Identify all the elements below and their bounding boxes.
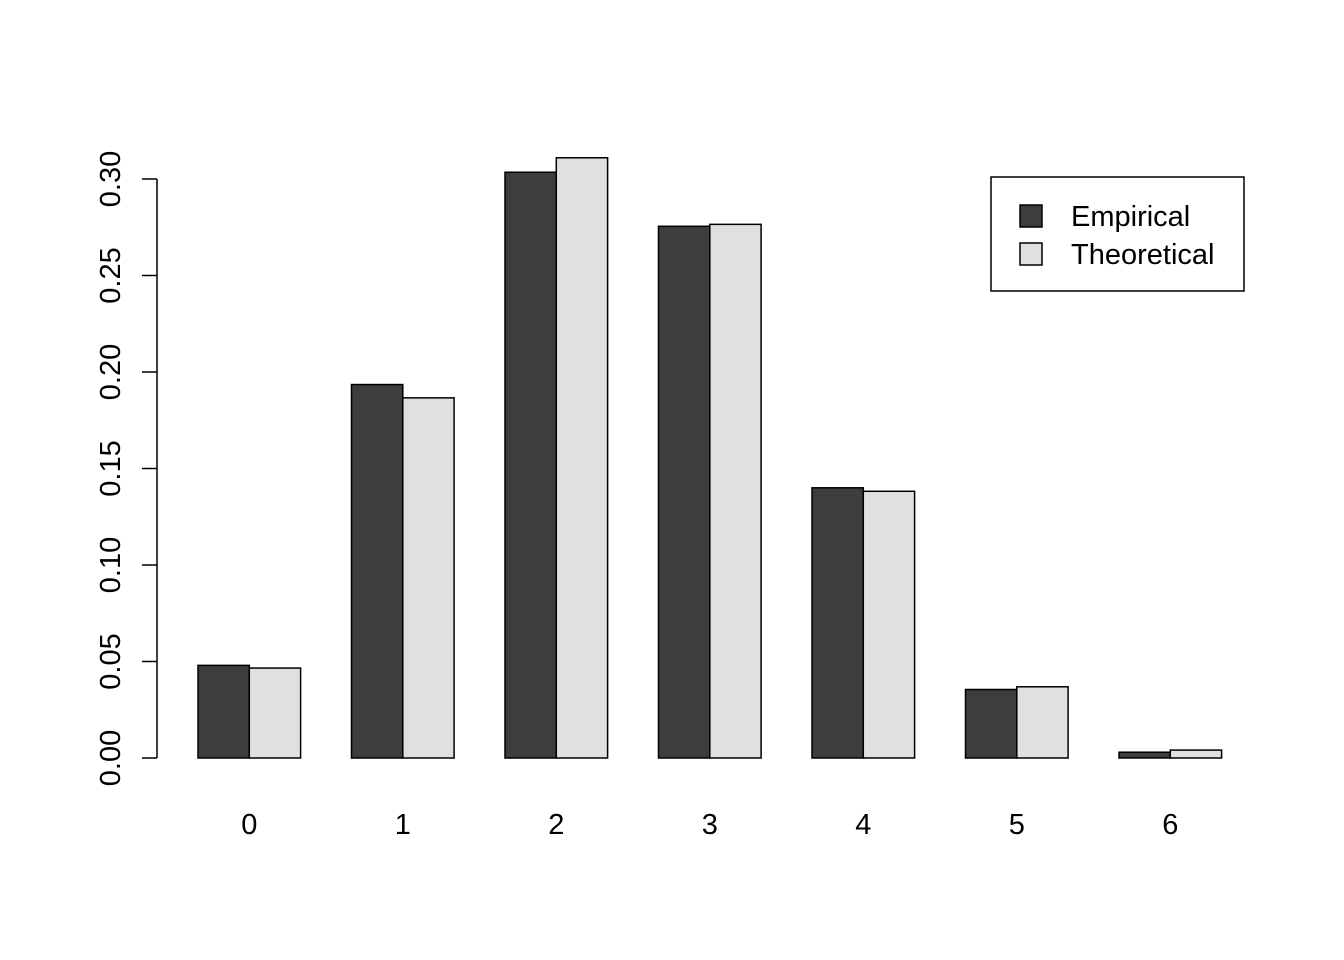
y-tick-label: 0.00 bbox=[95, 730, 127, 786]
bar-theoretical-3 bbox=[709, 223, 762, 759]
bar-empirical-2 bbox=[504, 171, 558, 759]
bar-empirical-0 bbox=[197, 664, 251, 759]
legend-label-empirical: Empirical bbox=[1071, 201, 1190, 233]
bar-theoretical-5 bbox=[1016, 686, 1069, 759]
legend-swatch-empirical bbox=[1019, 204, 1043, 228]
bars bbox=[197, 157, 1223, 759]
legend-box bbox=[990, 176, 1245, 292]
bar-empirical-6 bbox=[1118, 751, 1172, 759]
y-tick-label: 0.10 bbox=[95, 537, 127, 593]
bar-theoretical-1 bbox=[402, 397, 455, 759]
y-tick-label: 0.25 bbox=[95, 247, 127, 303]
x-tick-label: 6 bbox=[1162, 809, 1178, 841]
bar-theoretical-6 bbox=[1169, 749, 1223, 759]
bar-empirical-4 bbox=[811, 487, 865, 759]
x-tick-label: 5 bbox=[1009, 809, 1025, 841]
x-tick-label: 3 bbox=[702, 809, 718, 841]
x-tick-label: 4 bbox=[855, 809, 871, 841]
legend: Empirical Theoretical bbox=[990, 176, 1245, 292]
x-tick-label: 1 bbox=[395, 809, 411, 841]
y-axis: 0.00 0.05 0.10 0.15 0.20 0.25 0.30 bbox=[95, 151, 158, 786]
bar-empirical-5 bbox=[964, 688, 1018, 759]
bar-theoretical-2 bbox=[555, 157, 609, 759]
bar-empirical-1 bbox=[350, 383, 404, 759]
y-tick-label: 0.30 bbox=[95, 151, 127, 207]
x-axis-labels: 0 1 2 3 4 5 6 bbox=[241, 809, 1178, 841]
y-tick-label: 0.15 bbox=[95, 440, 127, 496]
bar-theoretical-0 bbox=[248, 667, 302, 759]
legend-swatch-theoretical bbox=[1019, 242, 1043, 266]
y-tick-label: 0.05 bbox=[95, 633, 127, 689]
legend-label-theoretical: Theoretical bbox=[1071, 239, 1214, 271]
x-tick-label: 0 bbox=[241, 809, 257, 841]
y-tick-label: 0.20 bbox=[95, 344, 127, 400]
bar-empirical-3 bbox=[657, 225, 711, 759]
x-tick-label: 2 bbox=[548, 809, 564, 841]
bar-theoretical-4 bbox=[862, 490, 916, 759]
